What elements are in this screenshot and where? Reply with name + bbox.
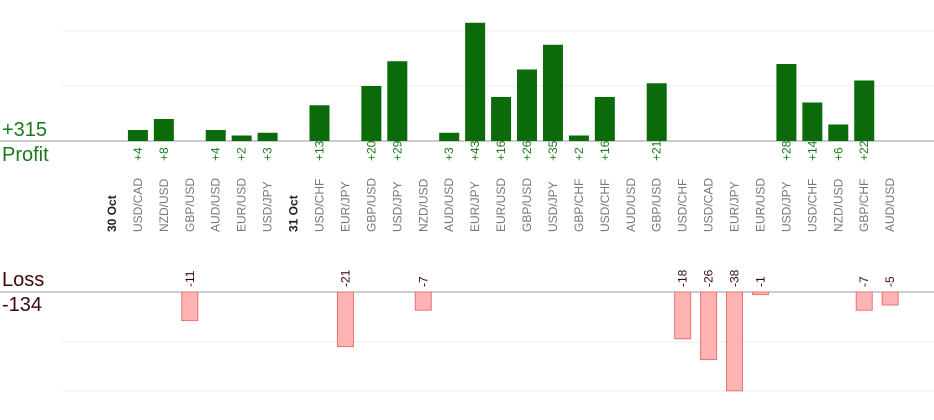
loss-value-label: -26 [702, 269, 716, 287]
loss-total: -134 [2, 294, 43, 316]
category-label: USD/JPY [390, 181, 404, 232]
profit-value-label: +16 [494, 140, 508, 161]
loss-bar [726, 291, 744, 392]
category-label: EUR/JPY [468, 181, 482, 232]
loss-bar [855, 291, 873, 311]
profit-bar [491, 97, 512, 141]
profit-value-label: +4 [209, 147, 223, 161]
loss-bar [181, 291, 199, 322]
category-label: USD/CAD [131, 178, 145, 232]
loss-value-label: -7 [416, 276, 430, 287]
profit-bar [361, 86, 382, 141]
loss-value-label: -5 [883, 276, 897, 287]
loss-label: Loss [2, 269, 45, 291]
profit-bar [517, 69, 538, 141]
category-label: USD/CHF [676, 179, 690, 232]
loss-value-label: -1 [753, 276, 767, 287]
category-label: GBP/USD [183, 178, 197, 232]
profit-value-label: +21 [650, 140, 664, 161]
category-label: NZD/USD [416, 178, 430, 232]
loss-value-label: -11 [183, 270, 197, 287]
category-label: AUD/USD [209, 178, 223, 232]
category-label: USD/CHF [312, 179, 326, 232]
profit-bar [646, 83, 667, 141]
profit-bar [802, 102, 823, 141]
profit-bar [387, 61, 408, 141]
profit-value-label: +3 [261, 147, 275, 161]
loss-value-label: -21 [338, 269, 352, 287]
category-label: USD/JPY [546, 181, 560, 232]
category-label: GBP/CHF [857, 179, 871, 232]
loss-bar [336, 291, 354, 348]
category-label: AUD/USD [624, 178, 638, 232]
profit-bar [465, 22, 486, 141]
profit-bar [568, 135, 589, 141]
loss-bar [674, 291, 692, 340]
profit-bar [309, 105, 330, 141]
profit-value-label: +22 [857, 140, 871, 161]
category-label: GBP/USD [520, 178, 534, 232]
profit-value-label: +2 [572, 147, 586, 161]
category-label: USD/CHF [598, 179, 612, 232]
category-label: GBP/USD [650, 178, 664, 232]
loss-bar [751, 291, 769, 296]
profit-value-label: +14 [805, 140, 819, 161]
profit-bar [205, 130, 226, 141]
profit-bar [231, 135, 252, 141]
profit-value-label: +13 [312, 140, 326, 161]
category-label: EUR/USD [753, 178, 767, 232]
profit-value-label: +20 [364, 140, 378, 161]
category-label: EUR/USD [235, 178, 249, 232]
category-label: USD/JPY [779, 181, 793, 232]
loss-bar [700, 291, 718, 361]
category-label: AUD/USD [883, 178, 897, 232]
date-header: 31 Oct [287, 195, 301, 232]
category-label: EUR/JPY [338, 181, 352, 232]
category-label: GBP/USD [364, 178, 378, 232]
profit-value-label: +4 [131, 147, 145, 161]
loss-bar [881, 291, 899, 306]
profit-value-label: +2 [235, 147, 249, 161]
profit-total: +315 [2, 119, 48, 141]
profit-bar [542, 44, 563, 141]
profit-label: Profit [2, 144, 49, 166]
profit-value-label: +8 [157, 147, 171, 161]
category-label: GBP/CHF [572, 179, 586, 232]
category-label: NZD/USD [831, 178, 845, 232]
profit-value-label: +3 [442, 147, 456, 161]
profit-value-label: +6 [831, 147, 845, 161]
profit-bar [776, 64, 797, 141]
category-label: USD/CAD [702, 178, 716, 232]
profit-value-label: +35 [546, 140, 560, 161]
category-label: NZD/USD [157, 178, 171, 232]
category-label: EUR/JPY [728, 181, 742, 232]
profit-value-label: +16 [598, 140, 612, 161]
loss-value-label: -38 [728, 269, 742, 287]
profit-bar [127, 130, 148, 141]
profit-bar [153, 119, 174, 141]
profit-value-label: +26 [520, 140, 534, 161]
profit-bar [854, 80, 875, 141]
category-label: USD/CHF [805, 179, 819, 232]
profit-value-label: +43 [468, 140, 482, 161]
profit-bar [828, 124, 849, 141]
loss-value-label: -18 [676, 269, 690, 287]
profit-value-label: +28 [779, 140, 793, 161]
profit-bar [257, 132, 278, 141]
loss-value-label: -7 [857, 276, 871, 287]
profit-value-label: +29 [390, 140, 404, 161]
profit-bar [439, 132, 460, 141]
loss-bar [414, 291, 432, 311]
category-label: AUD/USD [442, 178, 456, 232]
date-header: 30 Oct [105, 195, 119, 232]
category-label: EUR/USD [494, 178, 508, 232]
profit-bar [594, 97, 615, 141]
category-label: USD/JPY [261, 181, 275, 232]
